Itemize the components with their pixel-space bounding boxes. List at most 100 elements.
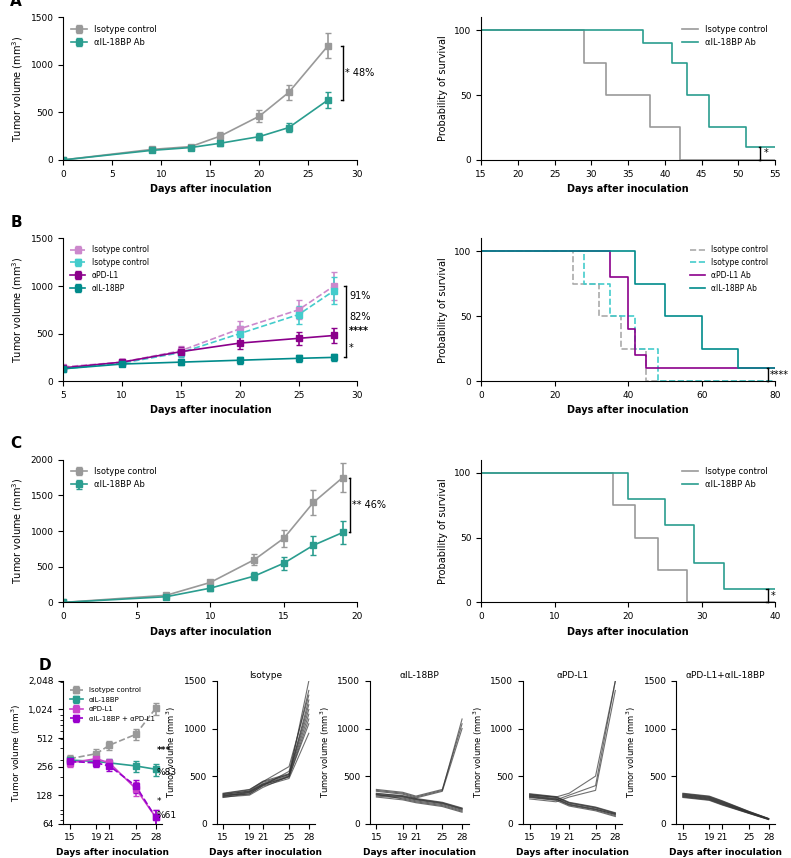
αIL-18BP Ab (623, 468, 633, 478)
Line: αIL-18BP Ab: αIL-18BP Ab (481, 30, 775, 147)
Isotype control (675, 154, 684, 165)
Y-axis label: Tumor volume (mm$^3$): Tumor volume (mm$^3$) (10, 35, 25, 142)
αIL-18BP Ab (704, 123, 713, 133)
αIL-18BP Ab (630, 246, 640, 257)
Isotype control (579, 246, 589, 257)
Isotype control (682, 565, 691, 575)
αPD-L1 Ab (630, 350, 640, 360)
Isotype control (645, 90, 655, 100)
Isotype control (601, 57, 611, 68)
Legend: Isotype control, αIL-18BP, αPD-L1, αIL-18BP + αPD-L1: Isotype control, αIL-18BP, αPD-L1, αIL-1… (66, 685, 157, 724)
Text: 91%: 91% (349, 291, 371, 301)
Y-axis label: Probability of survival: Probability of survival (438, 36, 448, 142)
X-axis label: Days after inoculation: Days after inoculation (149, 184, 271, 194)
αIL-18BP Ab (638, 25, 648, 35)
Isotype control (653, 533, 662, 543)
X-axis label: Days after inoculation: Days after inoculation (149, 626, 271, 637)
Isotype control (675, 123, 684, 133)
Isotype control (653, 565, 662, 575)
Isotype control (579, 57, 589, 68)
Text: B: B (10, 215, 22, 230)
Y-axis label: Tumor volume (mm$^3$): Tumor volume (mm$^3$) (10, 257, 25, 363)
Text: *: * (157, 797, 161, 806)
Isotype control (616, 343, 626, 353)
αIL-18BP Ab (682, 90, 691, 100)
Isotype control (645, 123, 655, 133)
Legend: Isotype control, αIL-18BP Ab: Isotype control, αIL-18BP Ab (678, 464, 771, 492)
Title: αIL-18BP: αIL-18BP (399, 671, 439, 680)
αIL-18BP Ab (690, 519, 699, 529)
Isotype control (616, 311, 626, 322)
αIL-18BP Ab (660, 519, 670, 529)
Isotype control (568, 279, 577, 289)
αIL-18BP Ab (697, 311, 706, 322)
αIL-18BP Ab (682, 57, 691, 68)
Text: ****: **** (349, 326, 369, 336)
αIL-18BP Ab (719, 559, 729, 569)
αIL-18BP Ab (668, 38, 677, 48)
Title: Isotype: Isotype (249, 671, 282, 680)
αPD-L1 Ab (605, 246, 615, 257)
Y-axis label: Tumor volume (mm$^3$): Tumor volume (mm$^3$) (165, 706, 178, 798)
Text: *: * (763, 148, 768, 159)
Isotype control (579, 279, 589, 289)
X-axis label: Days after inoculation: Days after inoculation (516, 848, 629, 857)
αIL-18BP Ab (690, 559, 699, 569)
Isotype control (476, 246, 486, 257)
Text: ** 46%: ** 46% (352, 500, 386, 510)
αIL-18BP Ab (476, 468, 486, 478)
Text: A: A (10, 0, 22, 9)
Legend: Isotype control, Isotype control, αPD-L1, αIL-18BP: Isotype control, Isotype control, αPD-L1… (67, 242, 152, 296)
Text: %61: %61 (157, 811, 177, 820)
Text: C: C (10, 436, 21, 451)
Isotype control (630, 533, 640, 543)
Isotype control (568, 246, 577, 257)
Isotype control (770, 154, 780, 165)
Text: *: * (349, 342, 354, 353)
Isotype control (630, 500, 640, 511)
Isotype control (605, 311, 615, 322)
Isotype control (770, 376, 780, 386)
αIL-18BP Ab (638, 38, 648, 48)
Isotype control (476, 468, 486, 478)
Line: αIL-18BP Ab: αIL-18BP Ab (481, 251, 775, 368)
Y-axis label: Tumor volume (mm$^3$): Tumor volume (mm$^3$) (318, 706, 331, 798)
Isotype control (653, 376, 662, 386)
Isotype control (653, 343, 662, 353)
Isotype control (642, 343, 651, 353)
X-axis label: Days after inoculation: Days after inoculation (567, 626, 689, 637)
Isotype control (476, 25, 486, 35)
Isotype control (601, 90, 611, 100)
Text: ***: *** (157, 746, 171, 755)
αIL-18BP Ab (660, 279, 670, 289)
Text: D: D (39, 657, 51, 673)
αPD-L1 Ab (623, 272, 633, 282)
Legend: Isotype control, αIL-18BP Ab: Isotype control, αIL-18BP Ab (67, 21, 161, 50)
Legend: Isotype control, αIL-18BP Ab: Isotype control, αIL-18BP Ab (67, 464, 161, 492)
αIL-18BP Ab (660, 311, 670, 322)
αPD-L1 Ab (770, 363, 780, 373)
Line: Isotype control: Isotype control (481, 30, 775, 160)
αPD-L1 Ab (642, 350, 651, 360)
αIL-18BP Ab (476, 246, 486, 257)
αIL-18BP Ab (630, 279, 640, 289)
αIL-18BP Ab (770, 142, 780, 152)
Y-axis label: Tumor volume (mm$^3$): Tumor volume (mm$^3$) (10, 478, 25, 584)
Isotype control (770, 376, 780, 386)
Text: 82%: 82% (349, 312, 371, 322)
Isotype control (608, 500, 618, 511)
Legend: Isotype control, αIL-18BP Ab: Isotype control, αIL-18BP Ab (678, 21, 771, 50)
Isotype control (608, 468, 618, 478)
αIL-18BP Ab (741, 123, 751, 133)
αIL-18BP Ab (734, 363, 744, 373)
Isotype control (594, 311, 604, 322)
Text: *: * (770, 591, 775, 601)
Line: Isotype control: Isotype control (481, 473, 775, 602)
Title: αPD-L1+αIL-18BP: αPD-L1+αIL-18BP (686, 671, 766, 680)
Isotype control (579, 25, 589, 35)
αIL-18BP Ab (704, 90, 713, 100)
X-axis label: Days after inoculation: Days after inoculation (669, 848, 782, 857)
Line: αIL-18BP Ab: αIL-18BP Ab (481, 473, 775, 589)
Isotype control (630, 311, 640, 322)
Line: Isotype control: Isotype control (481, 251, 775, 381)
